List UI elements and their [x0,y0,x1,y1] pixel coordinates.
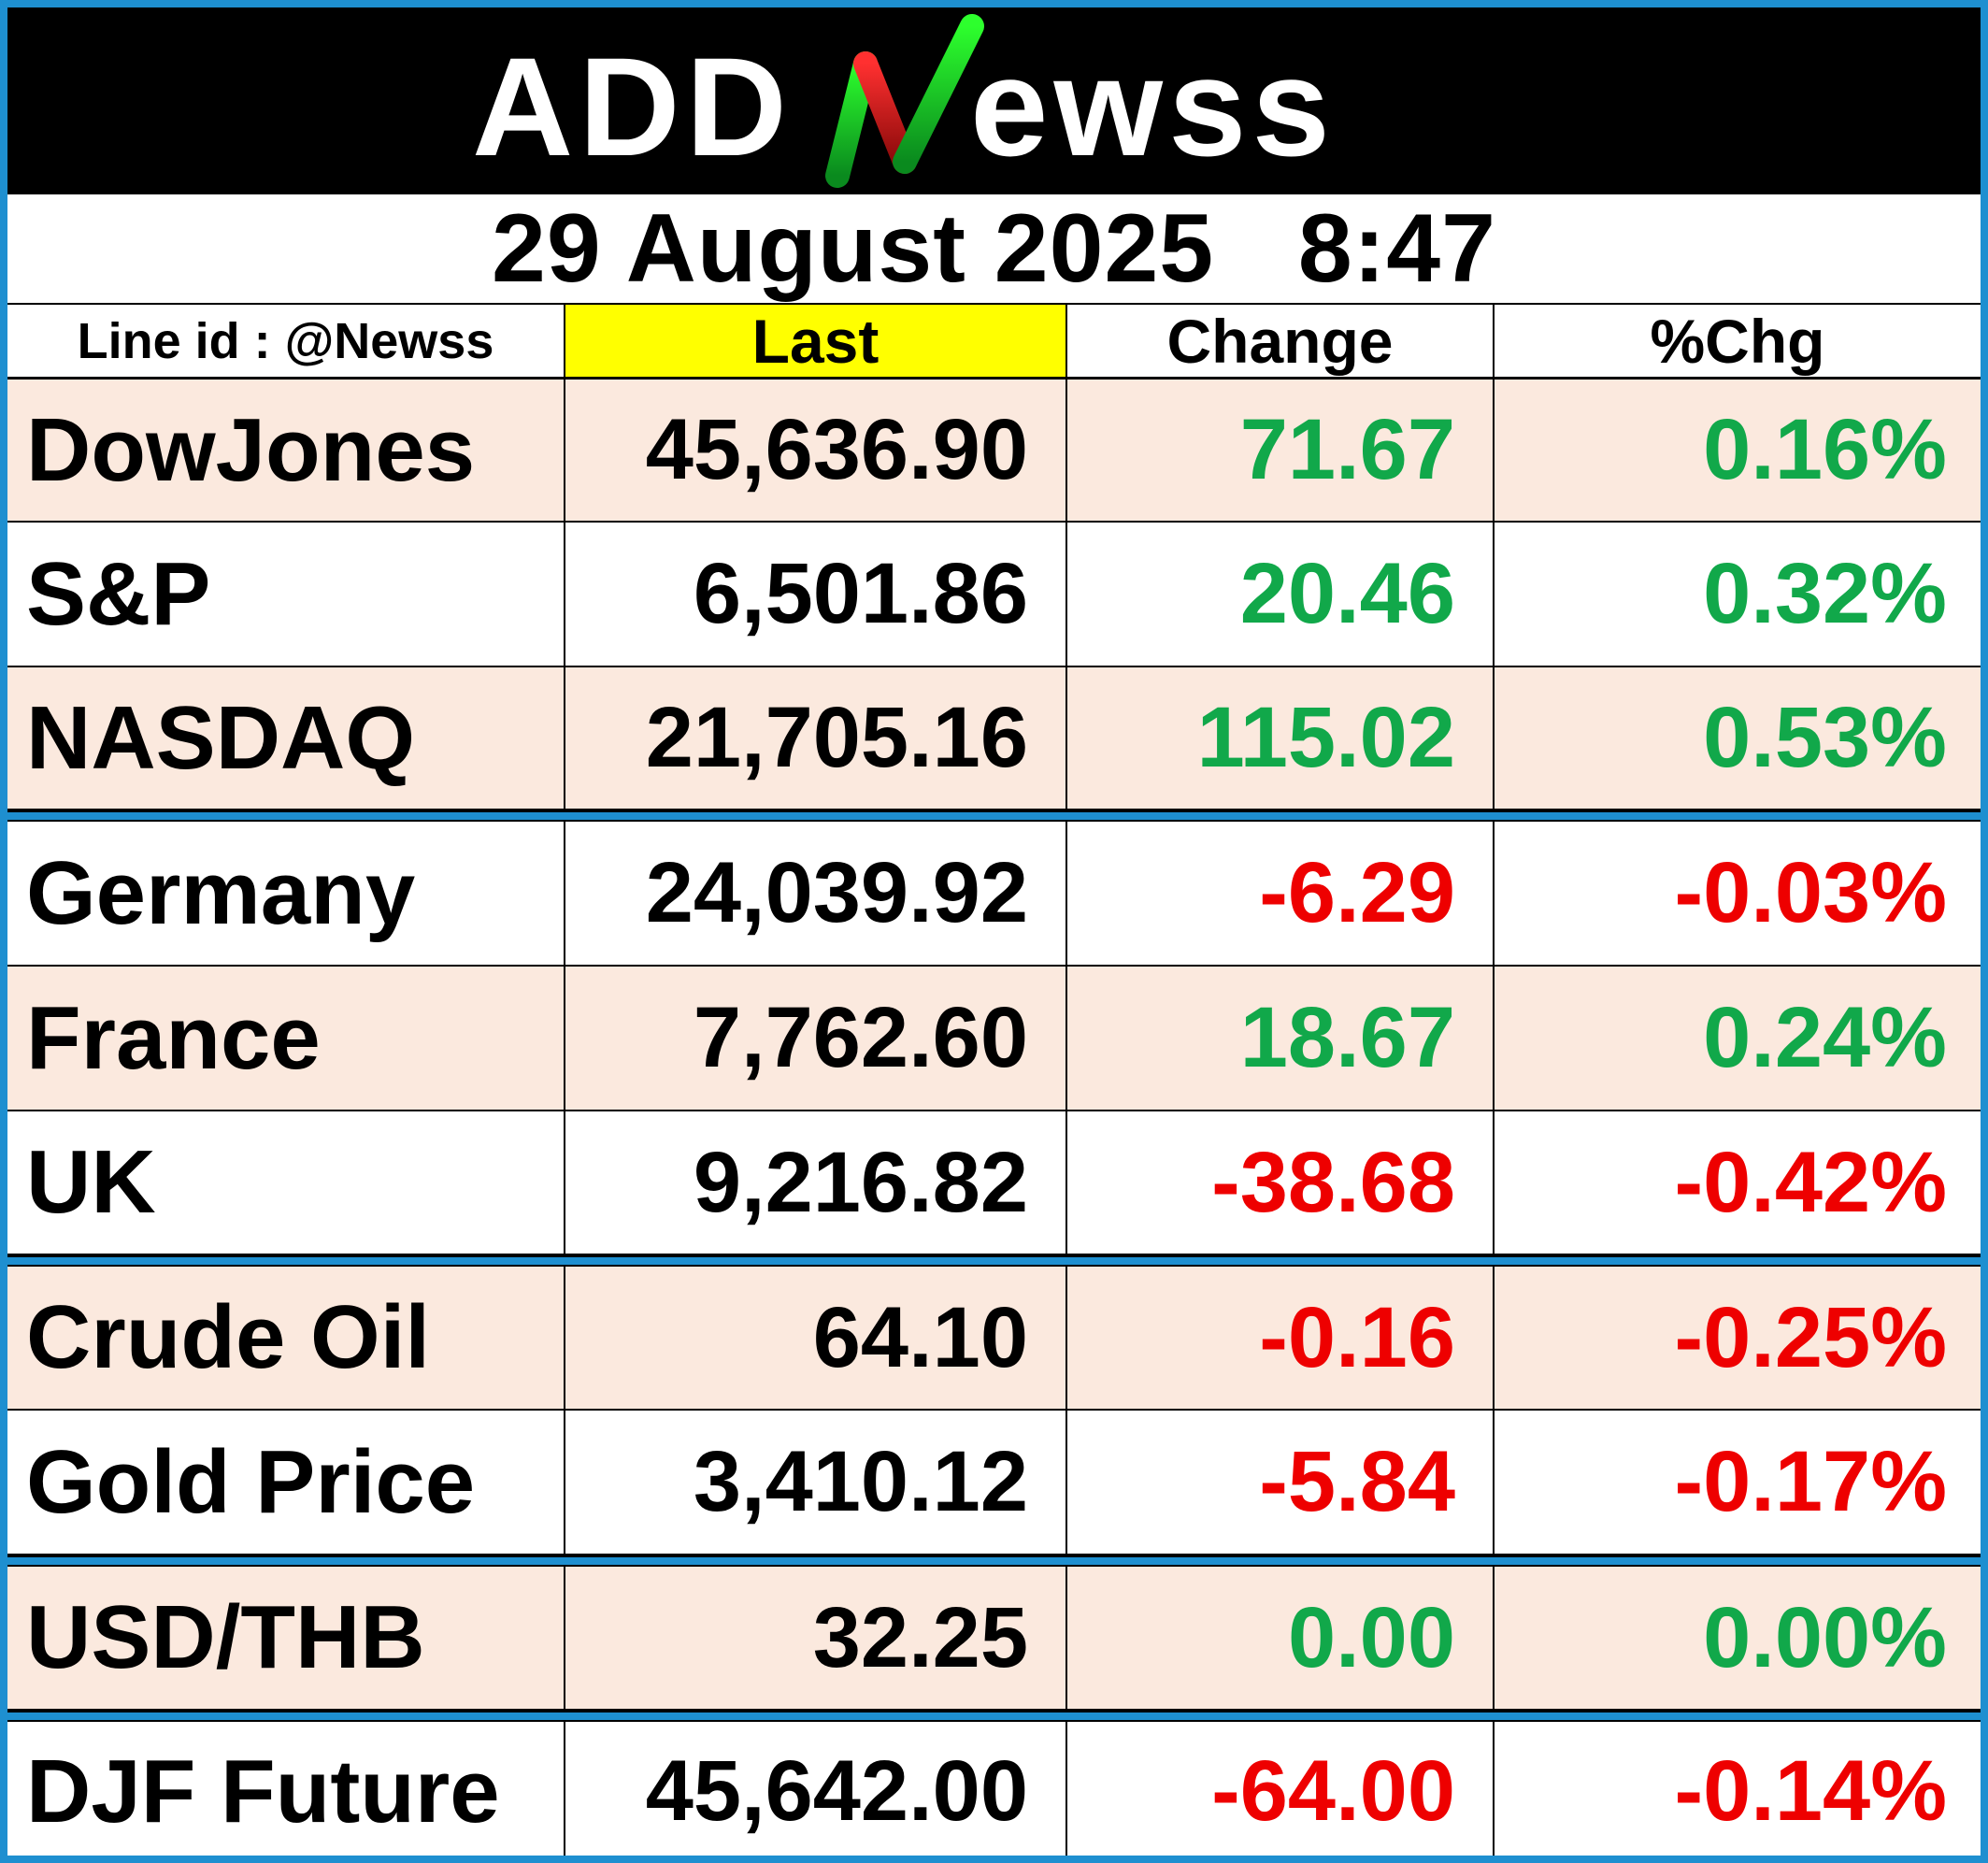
cell-change: 18.67 [1067,967,1495,1110]
logo-text-add: ADD [472,28,793,185]
group-divider [7,1555,1981,1567]
date-text: 29 August 2025 [492,193,1215,303]
cell-name: Germany [7,822,565,965]
cell-change: 0.00 [1067,1567,1495,1709]
cell-last: 24,039.92 [565,822,1067,965]
cell-pct: -0.17% [1674,1434,1948,1529]
cell-change: -64.00 [1067,1722,1495,1856]
group-divider [7,1255,1981,1267]
header-change: Change [1067,305,1495,380]
table-row: France 7,762.60 18.67 0.24% [7,967,1981,1111]
cell-name: S&P [7,523,565,666]
cell-pct: -0.03% [1674,845,1948,940]
cell-pct: -0.42% [1674,1134,1948,1230]
logo-n-icon [825,14,984,188]
cell-name: France [7,967,565,1110]
cell-pct: 0.32% [1703,546,1947,641]
cell-change: -5.84 [1067,1411,1495,1554]
table-row: Crude Oil 64.10 -0.16 -0.25% [7,1267,1981,1411]
cell-name: Crude Oil [7,1267,565,1409]
cell-last: 45,642.00 [565,1722,1067,1856]
date-time-gap [1214,193,1298,305]
cell-last: 32.25 [565,1567,1067,1709]
cell-name: Gold Price [7,1411,565,1554]
cell-pct: 0.53% [1703,690,1947,785]
table-row: DowJones 45,636.90 71.67 0.16% [7,380,1981,523]
table-row: Gold Price 3,410.12 -5.84 -0.17% [7,1411,1981,1555]
table-row: Germany 24,039.92 -6.29 -0.03% [7,822,1981,967]
cell-name: UK [7,1111,565,1254]
cell-last: 9,216.82 [565,1111,1067,1254]
logo-bar: ADD ewss [7,7,1981,194]
cell-name: USD/THB [7,1567,565,1709]
cell-pct: 0.16% [1703,402,1947,497]
cell-name: DJF Future [7,1722,565,1856]
cell-pct: 0.00% [1703,1589,1947,1685]
cell-change: -38.68 [1067,1111,1495,1254]
table-row: NASDAQ 21,705.16 115.02 0.53% [7,667,1981,810]
table-row: S&P 6,501.86 20.46 0.32% [7,523,1981,667]
table-row: DJF Future 45,642.00 -64.00 -0.14% [7,1722,1981,1856]
cell-name: NASDAQ [7,667,565,809]
timestamp: 29 August 2025 8:47 [7,194,1981,305]
table-row: UK 9,216.82 -38.68 -0.42% [7,1111,1981,1255]
cell-last: 45,636.90 [565,380,1067,521]
cell-last: 3,410.12 [565,1411,1067,1554]
cell-name: DowJones [7,380,565,521]
cell-pct: 0.24% [1703,990,1947,1085]
header-line-id: Line id : @Newss [7,305,565,380]
group-divider [7,1711,1981,1722]
header-last: Last [565,305,1067,380]
brand-logo: ADD ewss [472,14,1336,188]
cell-pct: -0.14% [1674,1743,1948,1839]
logo-text-ewss: ewss [970,28,1336,185]
cell-change: 20.46 [1067,523,1495,666]
header-pct-change: %Chg [1495,305,1981,380]
cell-last: 64.10 [565,1267,1067,1409]
time-text: 8:47 [1297,193,1496,303]
cell-last: 7,762.60 [565,967,1067,1110]
cell-change: 71.67 [1067,380,1495,521]
group-divider [7,810,1981,822]
cell-change: 115.02 [1067,667,1495,809]
cell-pct: -0.25% [1674,1289,1948,1385]
table-row: USD/THB 32.25 0.00 0.00% [7,1567,1981,1711]
cell-change: -6.29 [1067,822,1495,965]
cell-change: -0.16 [1067,1267,1495,1409]
cell-last: 21,705.16 [565,667,1067,809]
cell-last: 6,501.86 [565,523,1067,666]
